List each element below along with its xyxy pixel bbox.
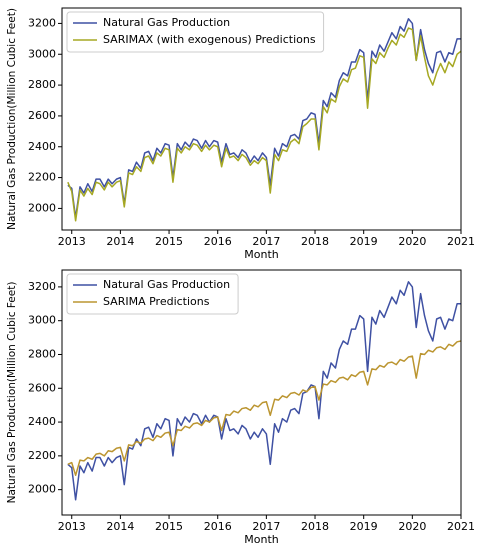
- x-tick-label: 2019: [350, 520, 378, 533]
- series-line: [67, 340, 462, 477]
- y-tick-label: 2200: [28, 449, 56, 462]
- x-tick-label: 2018: [301, 235, 329, 248]
- y-tick-label: 3200: [28, 16, 56, 29]
- series-line: [67, 281, 461, 501]
- x-tick-label: 2017: [252, 520, 280, 533]
- legend-label: SARIMAX (with exogenous) Predictions: [103, 33, 316, 46]
- x-tick-label: 2019: [350, 235, 378, 248]
- x-tick-label: 2014: [106, 235, 134, 248]
- y-tick-label: 2000: [28, 201, 56, 214]
- y-tick-label: 2400: [28, 415, 56, 428]
- legend-box: [66, 11, 325, 53]
- x-axis-label: Month: [244, 533, 279, 546]
- y-tick-label: 2800: [28, 78, 56, 91]
- x-tick-label: 2020: [398, 520, 426, 533]
- y-tick-label: 2800: [28, 347, 56, 360]
- y-tick-label: 2400: [28, 140, 56, 153]
- x-tick-label: 2013: [58, 235, 86, 248]
- x-tick-label: 2015: [155, 235, 183, 248]
- legend-label: SARIMA Predictions: [103, 295, 210, 308]
- series-line: [67, 27, 462, 222]
- y-axis-label: Natural Gas Production(Million Cubic Fee…: [6, 8, 18, 230]
- x-tick-label: 2013: [58, 520, 86, 533]
- plot-frame: [61, 7, 462, 231]
- y-tick-label: 2600: [28, 381, 56, 394]
- x-tick-label: 2017: [252, 235, 280, 248]
- y-tick-label: 3000: [28, 47, 56, 60]
- series-line: [67, 18, 461, 219]
- plot-frame: [61, 269, 462, 516]
- x-tick-label: 2016: [204, 520, 232, 533]
- x-axis-label: Month: [244, 248, 279, 261]
- x-tick-label: 2014: [106, 520, 134, 533]
- x-tick-label: 2020: [398, 235, 426, 248]
- y-tick-label: 2600: [28, 109, 56, 122]
- y-tick-label: 3000: [28, 314, 56, 327]
- legend-label: Natural Gas Production: [103, 278, 230, 291]
- y-tick-label: 3200: [28, 280, 56, 293]
- y-tick-label: 2200: [28, 171, 56, 184]
- x-tick-label: 2015: [155, 520, 183, 533]
- legend-box: [66, 273, 239, 315]
- y-axis-label: Natural Gas Production(Million Cubic Fee…: [6, 282, 18, 504]
- x-tick-label: 2018: [301, 520, 329, 533]
- x-tick-label: 2021: [447, 235, 475, 248]
- x-tick-label: 2021: [447, 520, 475, 533]
- y-tick-label: 2000: [28, 483, 56, 496]
- x-tick-label: 2016: [204, 235, 232, 248]
- legend-label: Natural Gas Production: [103, 16, 230, 29]
